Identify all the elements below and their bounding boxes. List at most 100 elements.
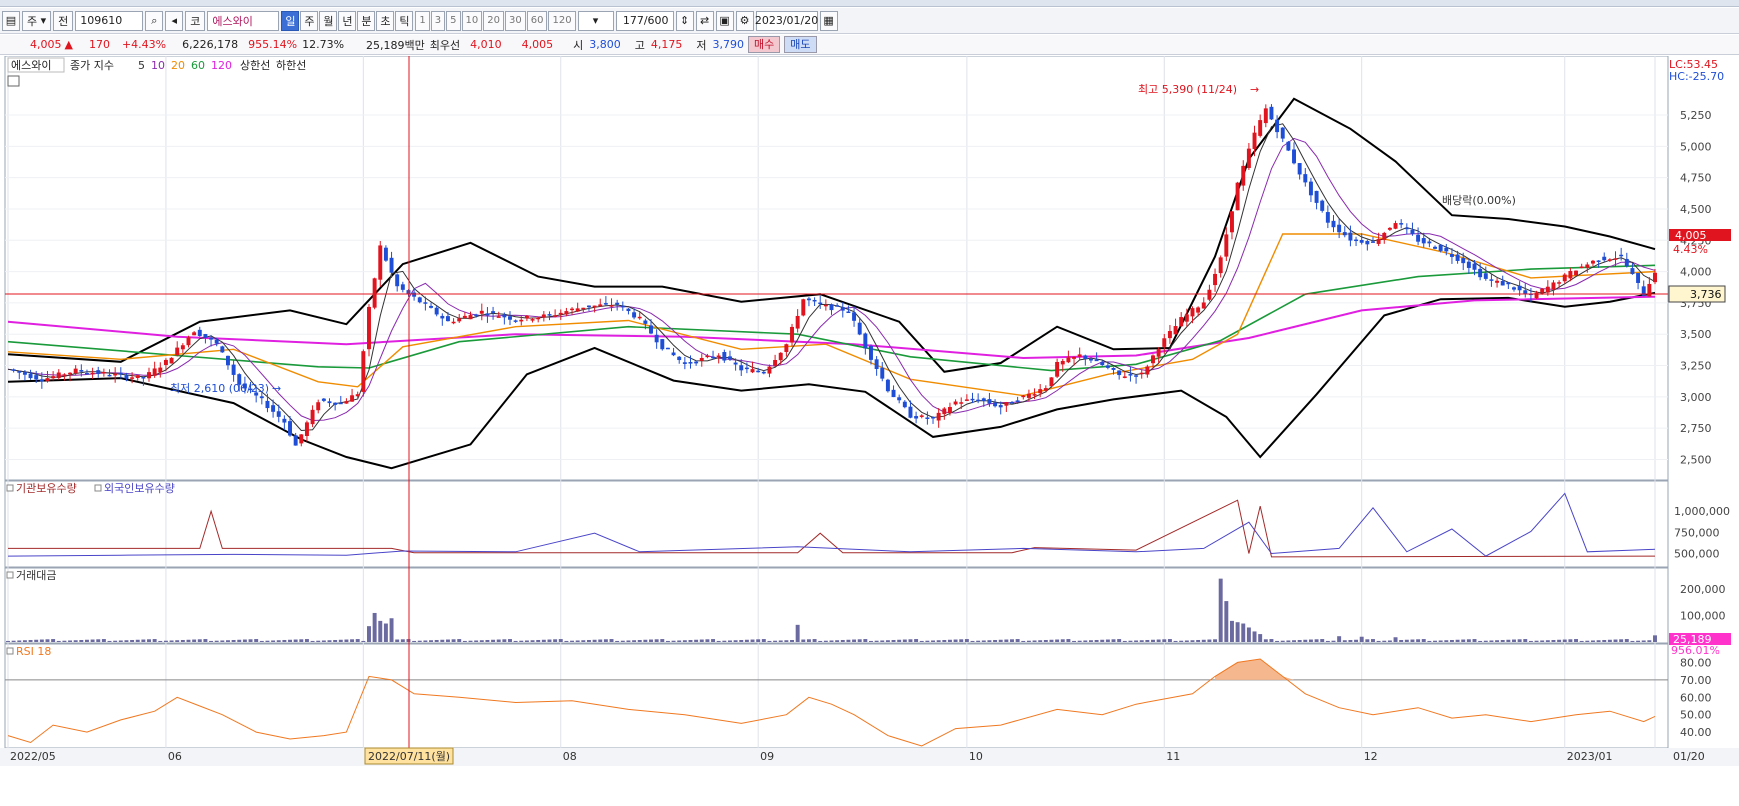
gear-icon[interactable]: ⚙ — [735, 10, 754, 31]
amount-bar-18 — [107, 640, 112, 642]
amount-bar-178 — [1010, 639, 1014, 642]
period-tab-3[interactable]: 년 — [338, 10, 357, 31]
period-tab-6[interactable]: 틱 — [395, 10, 414, 31]
candle-body-147 — [835, 305, 840, 307]
amount-bar-162 — [919, 640, 924, 642]
minute-option-20[interactable]: 20 — [483, 10, 504, 31]
amount-bar-50 — [288, 639, 292, 642]
date-field[interactable]: 2023/01/20 — [755, 10, 818, 31]
grid-lines — [5, 56, 1668, 748]
zoom-icon[interactable]: ⇕ — [675, 10, 694, 31]
candle-body-33 — [192, 332, 197, 336]
stock-name-field[interactable]: 에스와이 — [207, 10, 280, 31]
candle-body-58 — [333, 402, 338, 405]
candle-body-67 — [383, 247, 388, 261]
amount-bar-148 — [840, 639, 845, 642]
chart-canvas[interactable]: 5,2505,0004,7504,5004,2504,0003,7503,500… — [0, 56, 1739, 806]
candle-body-108 — [615, 302, 620, 305]
amount-bar-284 — [1607, 639, 1612, 642]
candle-body-66 — [378, 245, 383, 280]
candle-body-158 — [897, 397, 902, 401]
candle-body-205 — [1162, 338, 1167, 347]
rsi-toggle-icon[interactable] — [6, 647, 14, 655]
ma-legend-20: 20 — [171, 59, 185, 72]
amount-toggle-icon[interactable] — [6, 571, 14, 579]
x-label-4: 09 — [760, 750, 774, 763]
mode-select[interactable]: 주 ▾ — [22, 10, 52, 31]
minute-option-60[interactable]: 60 — [526, 10, 548, 31]
candle-body-209 — [1184, 314, 1189, 322]
period-tab-0[interactable]: 일 — [281, 10, 300, 31]
candle-body-74 — [423, 302, 428, 304]
period-tab-4[interactable]: 분 — [357, 10, 376, 31]
amount-bar-5 — [34, 639, 39, 642]
prev-button[interactable]: 전 — [53, 10, 74, 31]
buy-button[interactable]: 매수 — [748, 36, 781, 53]
period-tab-2[interactable]: 월 — [319, 10, 338, 31]
minute-option-120[interactable]: 120 — [548, 10, 576, 31]
candle-body-288 — [1630, 268, 1635, 275]
holdings-toggle-icon[interactable] — [6, 484, 14, 492]
candle-body-162 — [919, 415, 924, 417]
foreign-toggle-icon[interactable] — [94, 484, 102, 492]
amount-bar-259 — [1466, 639, 1471, 642]
minute-option-1[interactable]: 1 — [415, 10, 430, 31]
amount-bar-251 — [1421, 639, 1426, 642]
candle-body-152 — [863, 333, 868, 349]
interval-dropdown[interactable]: ▾ — [577, 10, 614, 31]
candle-body-246 — [1393, 223, 1398, 229]
amount-bar-242 — [1371, 639, 1375, 642]
amount-bar-164 — [931, 640, 936, 642]
amount-bar-139 — [790, 639, 794, 642]
sync-icon[interactable]: ⇄ — [695, 10, 714, 31]
amount-bar-12 — [73, 640, 78, 642]
grid-toggle-icon[interactable] — [7, 75, 20, 87]
minute-option-3[interactable]: 3 — [430, 10, 446, 31]
amount-bar-289 — [1636, 640, 1641, 642]
candle-body-57 — [327, 401, 332, 404]
candle-body-125 — [711, 356, 716, 359]
amount-bar-91 — [519, 640, 524, 642]
save-icon[interactable]: ▣ — [715, 10, 734, 31]
stock-code-input[interactable]: 109610 — [75, 10, 144, 31]
foreign-holdings-label: 외국인보유수량 — [104, 482, 175, 495]
candle-body-249 — [1410, 229, 1415, 234]
amount-bar-29 — [169, 640, 174, 642]
amount-bar-0 — [6, 640, 10, 642]
stock-label-box — [7, 57, 65, 73]
amount-bar-24 — [141, 639, 146, 642]
candle-body-22 — [130, 377, 135, 379]
amount-bar-184 — [1043, 639, 1048, 642]
candle-body-241 — [1365, 241, 1370, 245]
minute-option-10[interactable]: 10 — [461, 10, 483, 31]
period-tab-1[interactable]: 주 — [300, 10, 319, 31]
calendar-icon[interactable]: ▦ — [819, 10, 838, 31]
candle-body-176 — [998, 405, 1003, 408]
layout-icon[interactable]: ▤ — [2, 10, 20, 31]
price-tick-10: 2,750 — [1680, 422, 1712, 435]
amount-bar-80 — [457, 639, 462, 642]
candle-body-23 — [135, 375, 140, 378]
period-tab-5[interactable]: 초 — [376, 10, 395, 31]
amount-bar-160 — [908, 639, 913, 642]
candle-body-142 — [806, 298, 811, 301]
rsi-tick-0: 80.00 — [1680, 656, 1712, 669]
candle-body-188 — [1066, 357, 1071, 363]
market-select[interactable]: 코 — [185, 10, 206, 31]
amount-bar-6 — [39, 639, 44, 642]
stock-chart[interactable]: 5,2505,0004,7504,5004,2504,0003,7503,500… — [0, 56, 1739, 806]
amount-bar-7 — [45, 639, 50, 642]
candle-body-211 — [1196, 307, 1201, 313]
bar-count-field[interactable]: 177/600 — [615, 10, 674, 31]
minute-option-30[interactable]: 30 — [505, 10, 526, 31]
sell-button[interactable]: 매도 — [784, 36, 817, 53]
speaker-icon[interactable]: ◂ — [165, 10, 184, 31]
amount-bar-142 — [806, 639, 811, 642]
candle-body-214 — [1213, 273, 1218, 286]
candle-body-186 — [1055, 361, 1060, 377]
search-icon[interactable]: ⌕ — [145, 10, 164, 31]
minute-option-5[interactable]: 5 — [446, 10, 461, 31]
amount-bar-28 — [163, 640, 168, 642]
price-tick-7: 3,500 — [1680, 328, 1712, 341]
